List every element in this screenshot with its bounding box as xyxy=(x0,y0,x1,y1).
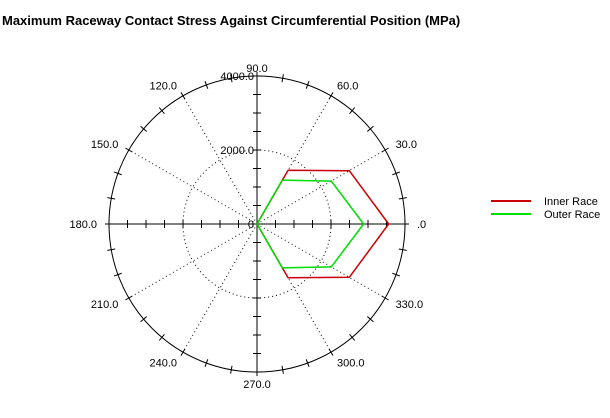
circumference-tick xyxy=(366,316,374,323)
circumference-tick xyxy=(204,80,209,89)
chart-series xyxy=(256,169,390,279)
circumference-tick xyxy=(281,365,284,374)
circumference-tick xyxy=(158,333,165,341)
chart-title: Maximum Raceway Contact Stress Against C… xyxy=(2,13,460,28)
legend-label-1: Outer Race xyxy=(544,209,600,221)
circumference-tick xyxy=(381,295,389,301)
angle-label-210: 210.0 xyxy=(91,299,119,311)
circumference-tick xyxy=(305,359,310,368)
circumference-tick xyxy=(204,359,209,368)
angle-label-330: 330.0 xyxy=(396,299,424,311)
legend-label-0: Inner Race xyxy=(544,196,598,208)
circumference-tick xyxy=(230,365,233,374)
grid-spoke-30 xyxy=(256,149,386,225)
circumference-tick xyxy=(305,80,310,89)
grid-spoke-120 xyxy=(182,95,258,225)
circumference-tick xyxy=(140,125,148,132)
circumference-tick xyxy=(107,197,116,200)
circumference-tick xyxy=(113,272,122,277)
grid-spoke-330 xyxy=(256,223,386,299)
radial-label-4000: 4000.0 xyxy=(220,71,254,83)
angle-label-60: 60.0 xyxy=(337,80,358,92)
circumference-tick xyxy=(180,92,186,100)
circumference-tick xyxy=(398,248,407,251)
chart-tick-labels: .0 30.0 60.0 90.0 120.0 150.0 180.0 210.0 240.0 2… xyxy=(69,63,426,391)
angle-label-240: 240.0 xyxy=(149,358,177,370)
radial-label-2000: 2000.0 xyxy=(220,145,254,157)
circumference-tick xyxy=(328,92,334,100)
angle-label-0: .0 xyxy=(417,219,426,231)
angle-label-150: 150.0 xyxy=(91,139,119,151)
circumference-tick xyxy=(230,74,233,83)
circumference-tick xyxy=(392,272,401,277)
circumference-tick xyxy=(349,107,356,115)
circumference-tick xyxy=(158,107,165,115)
circumference-tick xyxy=(328,348,334,356)
circumference-tick xyxy=(113,171,122,176)
circumference-tick xyxy=(381,147,389,153)
circumference-tick xyxy=(107,248,116,251)
circumference-tick xyxy=(140,316,148,323)
angle-label-90: 90.0 xyxy=(246,63,267,75)
grid-spoke-150 xyxy=(128,149,258,225)
chart-axes xyxy=(105,72,409,376)
circumference-tick xyxy=(125,147,133,153)
circumference-tick xyxy=(349,333,356,341)
angle-label-270: 270.0 xyxy=(243,379,271,391)
angle-label-180: 180.0 xyxy=(69,219,97,231)
grid-spoke-240 xyxy=(182,223,258,353)
angle-label-30: 30.0 xyxy=(396,139,417,151)
radial-label-0: 0 xyxy=(248,219,254,231)
grid-spoke-210 xyxy=(128,223,258,299)
circumference-tick xyxy=(398,197,407,200)
circumference-tick xyxy=(180,348,186,356)
angle-label-120: 120.0 xyxy=(149,80,177,92)
circumference-tick xyxy=(392,171,401,176)
circumference-tick xyxy=(366,125,374,132)
circumference-tick xyxy=(125,295,133,301)
series-line-1 xyxy=(256,179,365,269)
circumference-tick xyxy=(281,74,284,83)
angle-label-300: 300.0 xyxy=(337,358,365,370)
